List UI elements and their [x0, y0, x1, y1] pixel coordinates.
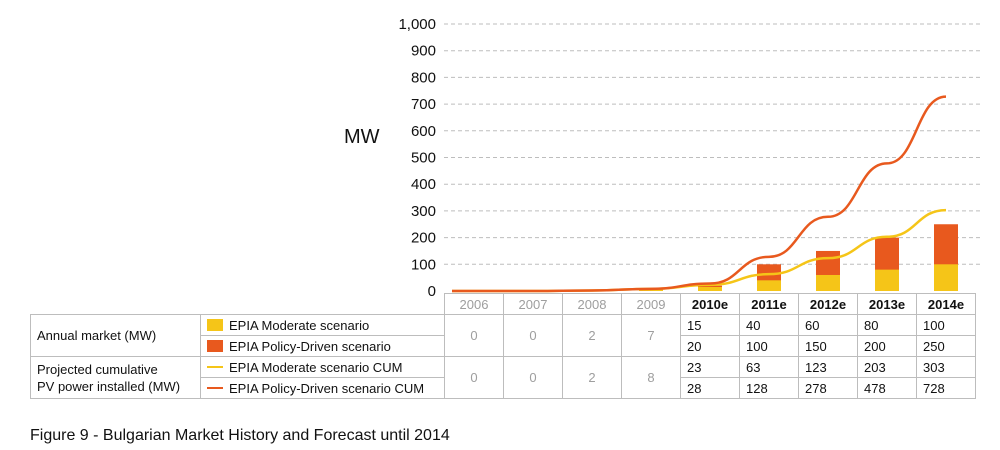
swatch-moderate-icon	[207, 318, 223, 331]
y-tick-label: 1,000	[398, 16, 436, 33]
y-tick-label: 100	[411, 256, 436, 273]
table-cell: 23	[680, 356, 740, 378]
table-cell: 28	[680, 377, 740, 399]
table-cell: 15	[680, 314, 740, 336]
table-cell: 0	[444, 314, 504, 357]
y-tick-label: 0	[428, 283, 436, 300]
year-cell: 2010e	[680, 293, 740, 315]
table-cell: 2	[562, 314, 622, 357]
table-cell: 40	[739, 314, 799, 336]
year-cell: 2009	[621, 293, 681, 315]
legend-policy-cum: EPIA Policy-Driven scenario CUM	[200, 377, 445, 399]
table-cell: 80	[857, 314, 917, 336]
table-cell: 2	[562, 356, 622, 399]
table-cell: 303	[916, 356, 976, 378]
year-cell: 2012e	[798, 293, 858, 315]
table-cell: 128	[739, 377, 799, 399]
table-cell: 100	[739, 335, 799, 357]
lines	[451, 95, 947, 293]
table-row: EPIA Policy-Driven scenario CUM 28 128 2…	[31, 377, 976, 399]
table-cell: 0	[503, 314, 563, 357]
line-policy-cum	[451, 95, 947, 293]
year-cell: 2013e	[857, 293, 917, 315]
unit-label: MW	[344, 126, 380, 148]
y-tick-label: 600	[411, 123, 436, 140]
legend-moderate: EPIA Moderate scenario	[200, 314, 445, 336]
bar-moderate	[816, 274, 840, 291]
year-cell: 2014e	[916, 293, 976, 315]
table-cell: 478	[857, 377, 917, 399]
y-tick-label: 500	[411, 150, 436, 167]
line-moderate-cum	[451, 208, 947, 293]
y-axis-ticks: 0 100 200 300 400 500 600 700 800 900 1,000	[398, 16, 436, 300]
year-cell: 2007	[503, 293, 563, 315]
bar-moderate	[757, 280, 781, 291]
table-cell: 0	[444, 356, 504, 399]
bar-moderate	[698, 286, 722, 291]
table-cell: 63	[739, 356, 799, 378]
table-cell: 728	[916, 377, 976, 399]
gridlines	[444, 23, 980, 265]
year-cell: 2006	[444, 293, 504, 315]
bar-moderate	[934, 264, 958, 291]
bar-moderate	[875, 269, 899, 291]
line-policy-icon	[207, 386, 223, 389]
y-tick-label: 900	[411, 43, 436, 60]
table-cell: 278	[798, 377, 858, 399]
row-label-cumulative: Projected cumulative PV power installed (…	[30, 356, 201, 399]
year-row: 2006 2007 2008 2009 2010e 2011e 2012e 20…	[30, 293, 976, 315]
y-tick-label: 300	[411, 203, 436, 220]
row-label-annual: Annual market (MW)	[30, 314, 201, 357]
year-cell: 2008	[562, 293, 622, 315]
figure-caption: Figure 9 - Bulgarian Market History and …	[30, 427, 450, 444]
legend-moderate-cum: EPIA Moderate scenario CUM	[200, 356, 445, 378]
year-cell: 2011e	[739, 293, 799, 315]
table-cell: 203	[857, 356, 917, 378]
table-cell: 250	[916, 335, 976, 357]
y-tick-label: 200	[411, 230, 436, 247]
y-tick-label: 800	[411, 69, 436, 86]
table-cell: 0	[503, 356, 563, 399]
table-cell: 7	[621, 314, 681, 357]
y-tick-label: 700	[411, 96, 436, 113]
line-moderate-icon	[207, 365, 223, 368]
data-table: 2006 2007 2008 2009 2010e 2011e 2012e 20…	[30, 293, 976, 399]
table-cell: 60	[798, 314, 858, 336]
chart: 0 100 200 300 400 500 600 700 800 900 1,000	[398, 16, 980, 300]
table-cell: 150	[798, 335, 858, 357]
table-cell: 8	[621, 356, 681, 399]
table-cell: 200	[857, 335, 917, 357]
table-row: Annual market (MW) EPIA Moderate scenari…	[30, 314, 976, 357]
table-cell: 20	[680, 335, 740, 357]
table-cell: 100	[916, 314, 976, 336]
table-row: EPIA Policy-Driven scenario 20 100 150 2…	[31, 335, 976, 357]
swatch-policy-icon	[207, 339, 223, 352]
table-row: Projected cumulative PV power installed (…	[30, 356, 976, 399]
y-tick-label: 400	[411, 176, 436, 193]
table-cell: 123	[798, 356, 858, 378]
legend-policy: EPIA Policy-Driven scenario	[200, 335, 445, 357]
